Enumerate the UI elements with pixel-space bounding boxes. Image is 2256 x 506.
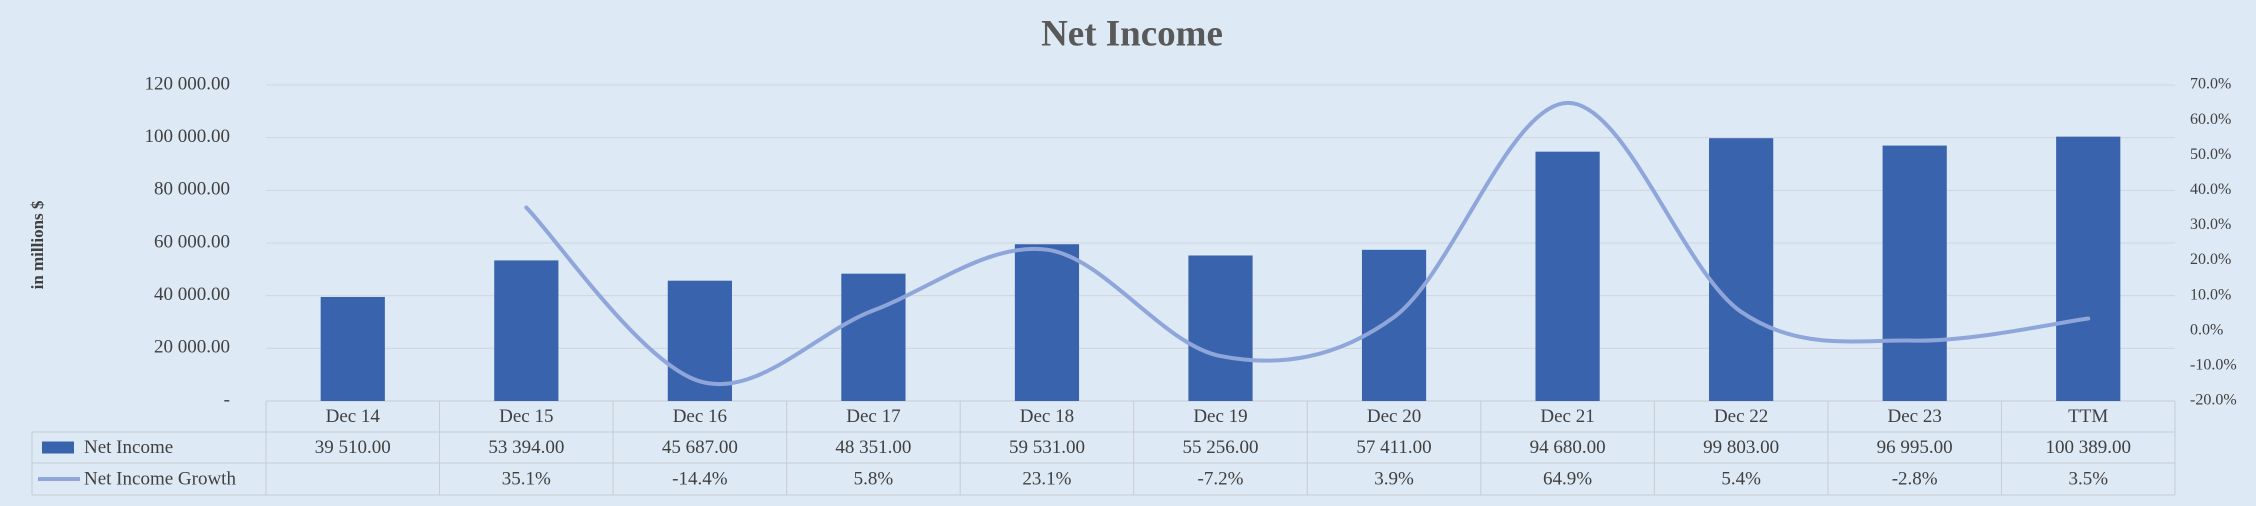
y2-tick-label: 60.0%: [2190, 111, 2231, 128]
bar: [1709, 138, 1774, 402]
table-value: 39 510.00: [315, 437, 391, 458]
bar: [1361, 249, 1427, 401]
table-value: 5.4%: [1721, 468, 1761, 489]
y-tick-label: 80 000.00: [154, 179, 230, 200]
y2-tick-label: 30.0%: [2190, 216, 2231, 233]
y2-tick-label: 20.0%: [2190, 251, 2231, 268]
bar: [841, 273, 906, 401]
chart-title: Net Income: [1041, 13, 1223, 54]
y-tick-label: 120 000.00: [145, 73, 231, 94]
table-value: 94 680.00: [1530, 437, 1606, 458]
table-value: 23.1%: [1022, 468, 1071, 489]
x-tick-label: Dec 15: [499, 406, 553, 427]
y2-tick-label: 70.0%: [2190, 76, 2231, 93]
table-value: 5.8%: [854, 468, 894, 489]
x-tick-label: Dec 14: [326, 406, 381, 427]
table-value: 45 687.00: [662, 437, 738, 458]
table-value: 57 411.00: [1356, 437, 1431, 458]
y-tick-label: -: [224, 389, 230, 410]
y2-tick-label: 40.0%: [2190, 181, 2231, 198]
table-value: 3.5%: [2068, 468, 2108, 489]
x-tick-label: Dec 19: [1193, 406, 1247, 427]
x-tick-label: Dec 20: [1367, 406, 1421, 427]
x-tick-label: Dec 16: [673, 406, 727, 427]
table-value: -7.2%: [1198, 468, 1244, 489]
legend-label: Net Income Growth: [84, 468, 236, 489]
table-value: 59 531.00: [1009, 437, 1085, 458]
bar: [494, 260, 559, 401]
legend-swatch: [42, 441, 74, 454]
y2-tick-label: 10.0%: [2190, 286, 2231, 303]
table-value: 48 351.00: [835, 437, 911, 458]
table-value: 3.9%: [1374, 468, 1414, 489]
x-tick-label: Dec 18: [1020, 406, 1074, 427]
table-value: 96 995.00: [1877, 437, 1953, 458]
table-value: 55 256.00: [1183, 437, 1259, 458]
table-value: 35.1%: [502, 468, 551, 489]
y2-tick-label: 50.0%: [2190, 146, 2231, 163]
table-value: 99 803.00: [1703, 437, 1779, 458]
y2-tick-label: 0.0%: [2190, 321, 2223, 338]
x-tick-label: TTM: [2068, 406, 2108, 427]
y-tick-label: 60 000.00: [154, 231, 230, 252]
bar: [320, 296, 385, 401]
x-tick-label: Dec 22: [1714, 406, 1768, 427]
table-value: -14.4%: [672, 468, 728, 489]
bar: [1535, 151, 1600, 401]
table-value: 53 394.00: [488, 437, 564, 458]
y-tick-label: 20 000.00: [154, 337, 230, 358]
x-tick-label: Dec 21: [1540, 406, 1594, 427]
y2-tick-label: -20.0%: [2190, 392, 2237, 409]
legend-label: Net Income: [84, 437, 173, 458]
table-value: -2.8%: [1892, 468, 1938, 489]
x-tick-label: Dec 17: [846, 406, 900, 427]
bar: [1882, 145, 1947, 401]
bar: [1188, 255, 1253, 401]
table-value: 100 389.00: [2045, 437, 2131, 458]
y-tick-label: 40 000.00: [154, 284, 230, 305]
y-axis-label: in millions $: [28, 200, 47, 289]
line: [524, 100, 2091, 387]
table-value: 64.9%: [1543, 468, 1592, 489]
bar: [1014, 244, 1080, 401]
y2-tick-label: -10.0%: [2190, 357, 2237, 374]
bar: [2056, 136, 2121, 401]
x-tick-label: Dec 23: [1888, 406, 1942, 427]
y-tick-label: 100 000.00: [145, 126, 231, 147]
